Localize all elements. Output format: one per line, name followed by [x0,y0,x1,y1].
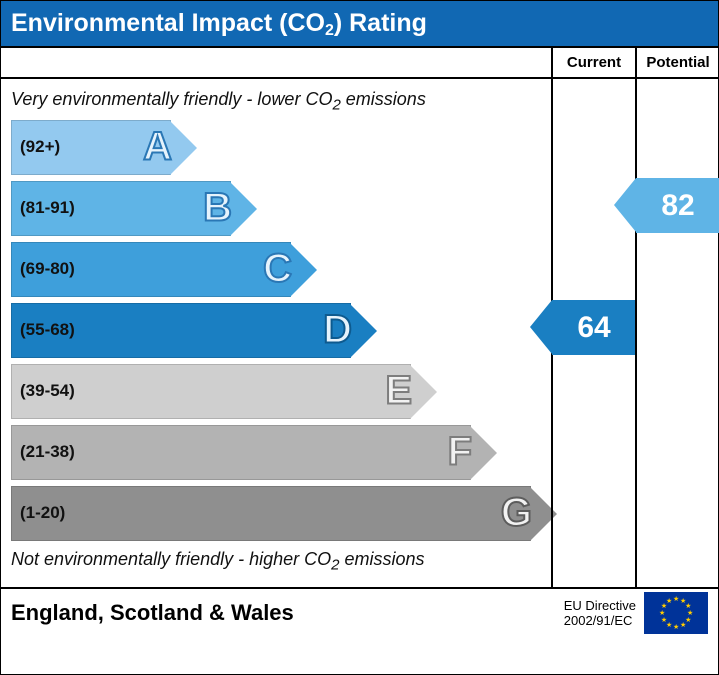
chart-title: Environmental Impact (CO2) Rating [1,1,718,46]
band-letter: E [385,369,412,414]
caption-top: Very environmentally friendly - lower CO… [1,87,551,120]
header-potential: Potential [635,48,719,77]
band-row-b: (81-91) B [11,181,551,236]
band-range: (81-91) [20,198,75,218]
band-bar-a: (92+) A [11,120,171,175]
band-range: (1-20) [20,503,65,523]
band-letter: B [203,186,232,231]
band-row-c: (69-80) C [11,242,551,297]
band-range: (55-68) [20,320,75,340]
header-row: Current Potential [1,48,718,79]
body-row: Very environmentally friendly - lower CO… [1,79,718,587]
eu-flag-icon: ★★★★★★★★★★★★ [644,592,708,634]
band-row-g: (1-20) G [11,486,551,541]
band-row-a: (92+) A [11,120,551,175]
band-letter: C [263,247,292,292]
eu-star: ★ [661,616,667,624]
pointer-value: 64 [577,311,610,345]
band-bar-e: (39-54) E [11,364,411,419]
band-chevron [170,121,197,175]
band-range: (92+) [20,137,60,157]
footer-region: England, Scotland & Wales [11,600,564,626]
eu-star: ★ [673,623,679,631]
band-bar-c: (69-80) C [11,242,291,297]
epc-rating-chart: Environmental Impact (CO2) Rating Curren… [0,0,719,675]
eu-star: ★ [659,609,665,617]
pointer-potential: 82 [636,178,719,233]
band-letter: G [501,491,532,536]
band-letter: A [143,125,172,170]
directive-line2: 2002/91/EC [564,613,636,629]
header-spacer [1,48,551,77]
band-range: (69-80) [20,259,75,279]
bars-container: (92+) A (81-91) B (69-80) C (55-68) D (39-54) E (2… [1,120,551,541]
directive-line1: EU Directive [564,598,636,614]
band-row-f: (21-38) F [11,425,551,480]
pointer-value: 82 [661,189,694,223]
band-letter: D [323,308,352,353]
band-chevron [290,243,317,297]
band-bar-f: (21-38) F [11,425,471,480]
rating-area: Very environmentally friendly - lower CO… [1,79,551,587]
band-chevron [470,426,497,480]
band-chevron [350,304,377,358]
eu-star: ★ [673,595,679,603]
band-chevron [410,365,437,419]
pointer-arrow [614,178,636,232]
band-row-e: (39-54) E [11,364,551,419]
band-letter: F [448,430,472,475]
band-bar-d: (55-68) D [11,303,351,358]
caption-bottom: Not environmentally friendly - higher CO… [1,547,551,580]
header-current: Current [551,48,635,77]
band-range: (39-54) [20,381,75,401]
eu-star: ★ [666,597,672,605]
column-current: 64 [551,79,635,587]
pointer-current: 64 [552,300,636,355]
chart-grid: Current Potential Very environmentally f… [1,46,718,587]
eu-star: ★ [680,621,686,629]
footer-directive: EU Directive 2002/91/EC [564,598,636,629]
band-bar-b: (81-91) B [11,181,231,236]
band-bar-g: (1-20) G [11,486,531,541]
band-row-d: (55-68) D [11,303,551,358]
footer: England, Scotland & Wales EU Directive 2… [1,587,718,637]
band-range: (21-38) [20,442,75,462]
pointer-arrow [530,300,552,354]
column-potential: 82 [635,79,719,587]
band-chevron [230,182,257,236]
